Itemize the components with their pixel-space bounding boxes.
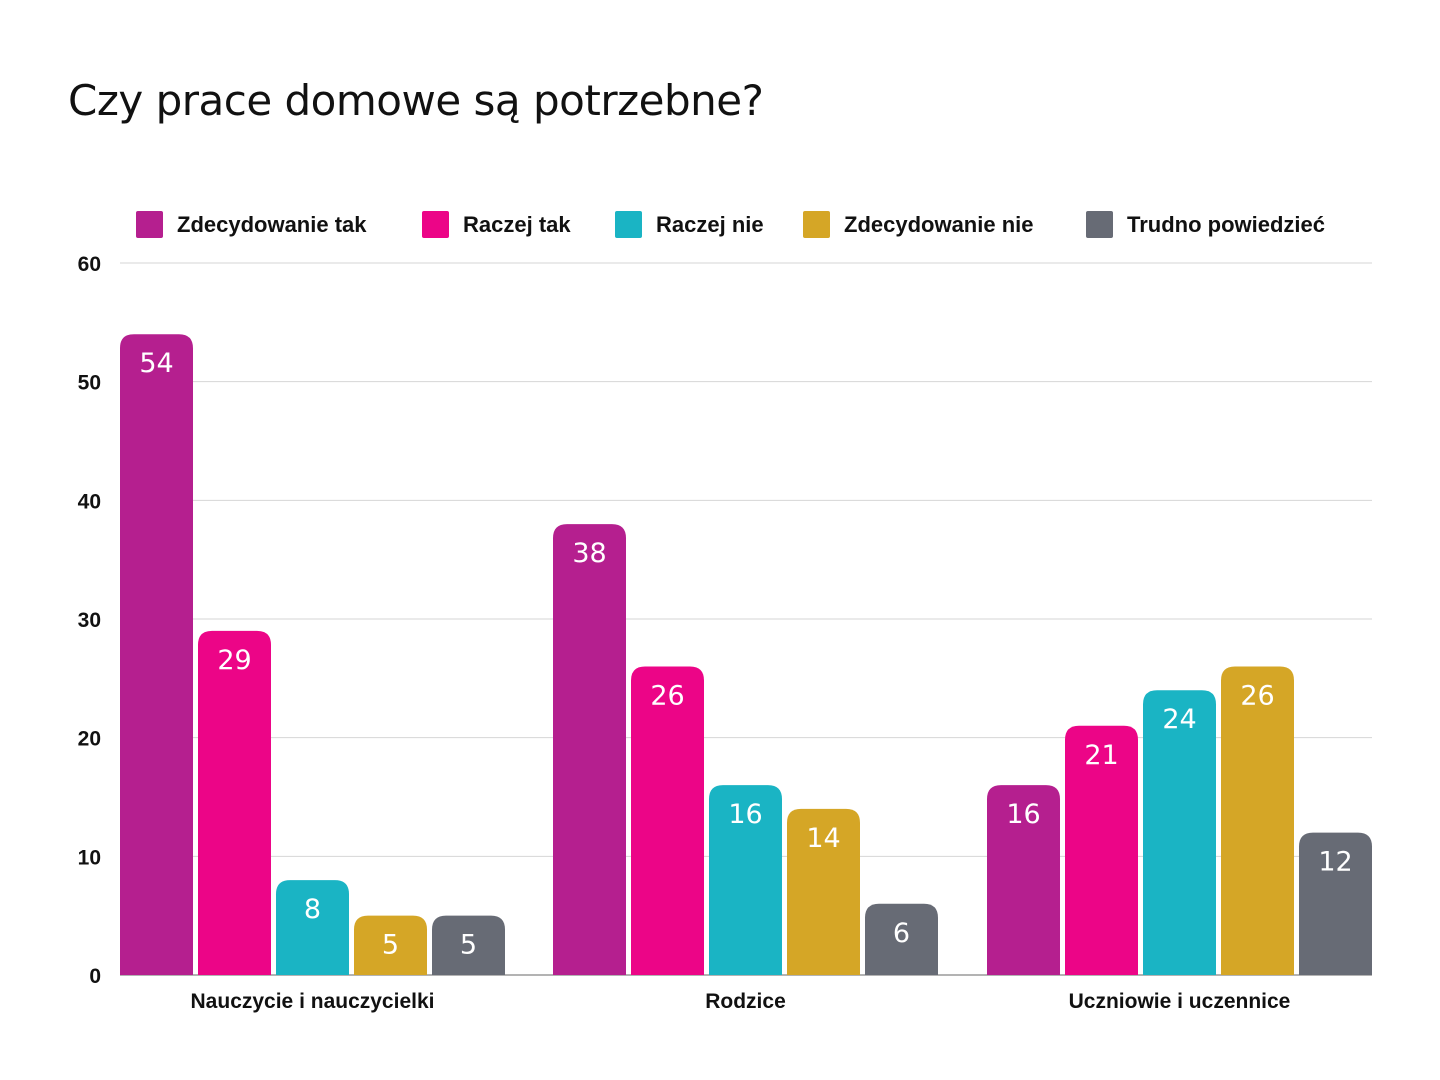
bar — [1143, 690, 1216, 975]
legend-label: Zdecydowanie nie — [844, 211, 1034, 237]
x-category-label: Nauczycie i nauczycielki — [191, 990, 435, 1013]
y-axis: 0 10 20 30 40 50 60 — [78, 253, 101, 988]
bar — [354, 915, 427, 975]
y-tick-label: 30 — [78, 609, 101, 632]
x-category-label: Rodzice — [705, 990, 786, 1013]
legend-swatch — [803, 211, 830, 238]
chart-title: Czy prace domowe są potrzebne? — [68, 76, 764, 125]
bar — [787, 808, 860, 975]
legend-swatch — [422, 211, 449, 238]
legend-swatch — [1086, 211, 1113, 238]
y-tick-label: 0 — [89, 965, 101, 988]
bar — [1065, 725, 1138, 975]
y-tick-label: 10 — [78, 846, 101, 869]
data-label: 6 — [893, 918, 910, 949]
legend-label: Trudno powiedzieć — [1127, 211, 1326, 237]
bar — [198, 630, 271, 975]
data-label: 54 — [139, 348, 173, 379]
legend-item: Zdecydowanie nie — [803, 211, 1034, 238]
y-tick-label: 20 — [78, 728, 101, 751]
legend-item: Zdecydowanie tak — [136, 211, 367, 238]
data-label: 16 — [728, 799, 762, 830]
data-label: 16 — [1006, 799, 1040, 830]
x-category-label: Uczniowie i uczennice — [1069, 990, 1291, 1013]
bar — [631, 666, 704, 975]
bar — [553, 524, 626, 975]
bar — [865, 903, 938, 975]
data-label: 29 — [217, 645, 251, 676]
y-tick-label: 40 — [78, 490, 101, 513]
data-label: 24 — [1162, 704, 1196, 735]
data-label: 8 — [304, 894, 321, 925]
bar — [987, 785, 1060, 975]
legend-label: Raczej tak — [463, 211, 571, 237]
data-label: 26 — [1240, 680, 1274, 711]
data-label: 5 — [460, 930, 477, 961]
bar — [120, 334, 193, 975]
data-label: 38 — [572, 538, 606, 569]
legend-swatch — [615, 211, 642, 238]
data-labels: 54 29 8 5 5 38 26 16 14 6 16 21 24 26 12 — [139, 348, 1352, 960]
bar — [1299, 832, 1372, 975]
data-label: 21 — [1084, 740, 1118, 771]
bars — [120, 334, 1372, 975]
x-axis: Nauczycie i nauczycielki Rodzice Uczniowie… — [191, 990, 1291, 1013]
data-label: 26 — [650, 680, 684, 711]
legend-item: Raczej nie — [615, 211, 764, 238]
y-tick-label: 50 — [78, 372, 101, 395]
data-label: 12 — [1318, 847, 1352, 878]
legend-label: Raczej nie — [656, 211, 764, 237]
bar — [276, 880, 349, 975]
legend-swatch — [136, 211, 163, 238]
legend-item: Trudno powiedzieć — [1086, 211, 1325, 238]
bar — [432, 915, 505, 975]
legend-item: Raczej tak — [422, 211, 571, 238]
legend-label: Zdecydowanie tak — [177, 211, 367, 237]
data-label: 14 — [806, 823, 840, 854]
bar — [709, 785, 782, 975]
y-tick-label: 60 — [78, 253, 101, 276]
data-label: 5 — [382, 930, 399, 961]
bar — [1221, 666, 1294, 975]
